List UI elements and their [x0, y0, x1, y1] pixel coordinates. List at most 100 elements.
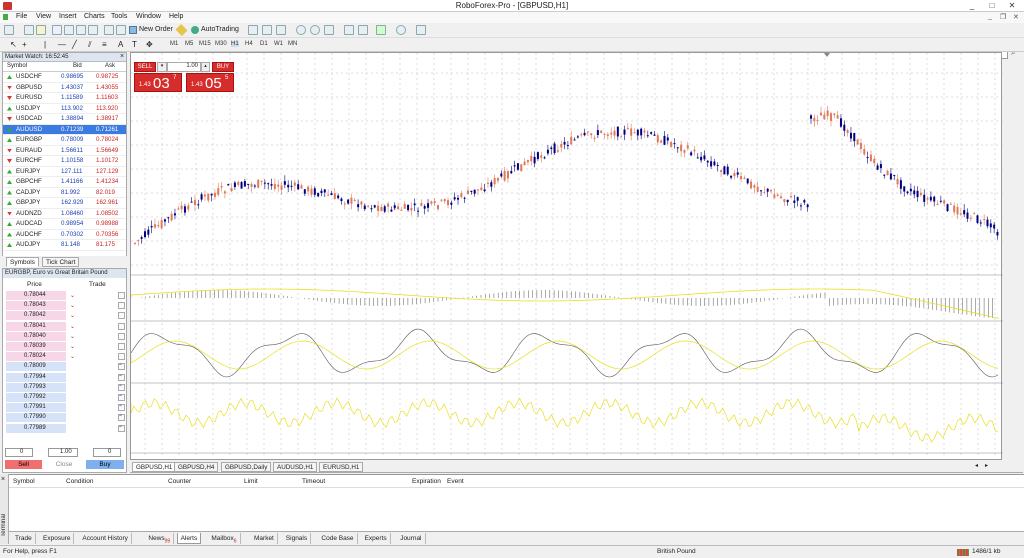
menu-help[interactable]: Help [169, 13, 184, 20]
depth-buy-row[interactable]: 0.77993 ⌃ [6, 382, 126, 393]
depth-buy-row[interactable]: 0.77989 ⌃ [6, 423, 126, 434]
table-row[interactable]: AUDJPY 81.148 81.175 [3, 240, 126, 251]
sl-input[interactable]: 0 [5, 448, 33, 457]
menu-window[interactable]: Window [136, 13, 161, 20]
terminal-tab-alerts[interactable]: Alerts [176, 533, 202, 544]
timeframe-h1[interactable]: H1 [231, 41, 239, 47]
depth-trade-box[interactable] [118, 363, 125, 371]
depth-sell-row[interactable]: 0.78044 ⌄ [6, 291, 126, 301]
depth-trade-box[interactable] [118, 394, 125, 401]
tabs-scroll-right-icon[interactable]: ▸ [985, 463, 989, 469]
table-row[interactable]: AUDUSD 0.71239 0.71261 [3, 124, 126, 135]
alerts-column-condition[interactable]: Condition [66, 478, 94, 485]
trendline-icon[interactable]: ╱ [72, 40, 77, 49]
table-row[interactable]: EURCHF 1.10158 1.10172 [3, 156, 126, 167]
table-row[interactable]: EURAUD 1.56611 1.56649 [3, 146, 126, 156]
chevron-down-icon[interactable]: ⌄ [70, 344, 76, 350]
table-row[interactable]: AUDCAD 0.98954 0.98988 [3, 219, 126, 230]
depth-trade-box[interactable] [118, 373, 125, 381]
terminal-tab-market[interactable]: Market [251, 533, 278, 544]
periods-icon[interactable] [396, 25, 406, 35]
meta-editor-icon[interactable] [104, 25, 114, 35]
buy-price-box[interactable]: 1.43 05 5 [186, 73, 234, 92]
depth-sell-row[interactable]: 0.78040 ⌄ [6, 331, 126, 342]
depth-trade-box[interactable] [118, 343, 125, 350]
terminal-close-icon[interactable]: × [1, 476, 6, 483]
terminal-tab-news[interactable]: News99 [145, 533, 175, 544]
tp-input[interactable]: 0 [93, 448, 121, 457]
chart-tab-audusd-h1[interactable]: AUDUSD,H1 [273, 462, 318, 472]
chart-tab-eurusd-h1[interactable]: EURUSD,H1 [319, 462, 364, 472]
crosshair-icon[interactable]: + [22, 40, 27, 49]
table-row[interactable]: USDCAD 1.38894 1.38917 [3, 114, 126, 125]
table-row[interactable]: USDJPY 113.902 113.920 [3, 104, 126, 114]
option-icon[interactable] [175, 23, 188, 37]
chart-shift-icon[interactable] [344, 25, 354, 35]
menu-charts[interactable]: Charts [84, 13, 105, 20]
depth-sell-row[interactable]: 0.78042 ⌄ [6, 311, 126, 321]
table-row[interactable]: GBPCHF 1.41166 1.41234 [3, 177, 126, 188]
chart-tab-gbpusd-h1[interactable]: GBPUSD,H1 [132, 462, 177, 472]
tabs-scroll-left-icon[interactable]: ◂ [975, 463, 979, 469]
autotrading-button[interactable]: AutoTrading [191, 25, 241, 36]
timeframe-m1[interactable]: M1 [170, 41, 179, 47]
timeframe-mn[interactable]: MN [288, 41, 298, 47]
timeframe-d1[interactable]: D1 [260, 41, 268, 47]
depth-trade-box[interactable] [118, 414, 125, 422]
bar-chart-icon[interactable] [248, 25, 258, 35]
one-click-volume[interactable]: 1.00 [167, 62, 201, 72]
chevron-down-icon[interactable]: ⌄ [70, 354, 76, 361]
table-row[interactable]: GBPJPY 162.929 162.961 [3, 198, 126, 209]
depth-buy-row[interactable]: 0.77992 ⌃ [6, 393, 126, 403]
terminal-tab-exposure[interactable]: Exposure [40, 533, 75, 544]
data-window-icon[interactable] [52, 25, 62, 35]
depth-buy-row[interactable]: 0.78009 ⌃ [6, 362, 126, 372]
depth-buy-row[interactable]: 0.77991 ⌃ [6, 403, 126, 413]
depth-trade-box[interactable] [118, 424, 125, 432]
table-row[interactable]: AUDNZD 1.08460 1.08502 [3, 209, 126, 219]
sell-button[interactable]: Sell [5, 460, 42, 469]
depth-trade-box[interactable] [118, 332, 125, 340]
terminal-tab-code-base[interactable]: Code Base [318, 533, 358, 544]
depth-trade-box[interactable] [118, 383, 125, 391]
mdi-close-icon[interactable]: ✕ [1013, 14, 1019, 21]
tab-tick-chart[interactable]: Tick Chart [42, 257, 80, 267]
dashboard-icon[interactable] [116, 25, 126, 35]
column-symbol[interactable]: Symbol [7, 63, 28, 69]
one-click-buy-label[interactable]: BUY [212, 62, 234, 72]
depth-trade-box[interactable] [118, 322, 125, 330]
volume-down-icon[interactable]: ▾ [157, 62, 167, 72]
depth-trade-box[interactable] [118, 404, 125, 412]
chevron-down-icon[interactable]: ⌄ [70, 303, 76, 310]
depth-sell-row[interactable]: 0.78024 ⌄ [6, 352, 126, 362]
table-row[interactable]: AUDCHF 0.70302 0.70356 [3, 230, 126, 240]
timeframe-m30[interactable]: M30 [215, 41, 227, 47]
tab-symbols[interactable]: Symbols [6, 257, 39, 267]
alerts-column-counter[interactable]: Counter [168, 478, 192, 485]
table-row[interactable]: USDCHF 0.98695 0.98725 [3, 72, 126, 83]
one-click-sell-label[interactable]: SELL [134, 62, 156, 72]
table-row[interactable]: EURGBP 0.78009 0.78024 [3, 135, 126, 146]
chart-tab-gbpusd-h4[interactable]: GBPUSD,H4 [174, 462, 219, 472]
depth-sell-row[interactable]: 0.78041 ⌄ [6, 321, 126, 332]
menu-insert[interactable]: Insert [59, 13, 77, 20]
profiles-icon[interactable] [24, 25, 34, 35]
alerts-column-event[interactable]: Event [447, 478, 464, 485]
depth-trade-box[interactable] [118, 302, 125, 310]
alerts-column-timeout[interactable]: Timeout [302, 478, 326, 485]
table-row[interactable]: EURJPY 127.111 127.129 [3, 167, 126, 177]
close-button[interactable]: ✕ [1008, 1, 1016, 10]
terminal-tab-signals[interactable]: Signals [283, 533, 312, 544]
table-row[interactable]: EURUSD 1.11589 1.11603 [3, 93, 126, 104]
new-chart-icon[interactable] [4, 25, 14, 35]
terminal-tab-experts[interactable]: Experts [362, 533, 391, 544]
new-order-button[interactable]: New Order [128, 25, 173, 36]
depth-buy-row[interactable]: 0.77994 ⌃ [6, 372, 126, 383]
strategy-tester-icon[interactable] [88, 25, 98, 35]
depth-trade-box[interactable] [118, 353, 125, 361]
text-label-icon[interactable]: T [132, 40, 137, 49]
terminal-tab-trade[interactable]: Trade [12, 533, 36, 544]
tile-windows-icon[interactable] [324, 25, 334, 35]
navigator-icon[interactable] [64, 25, 74, 35]
chevron-down-icon[interactable]: ⌄ [70, 323, 76, 330]
